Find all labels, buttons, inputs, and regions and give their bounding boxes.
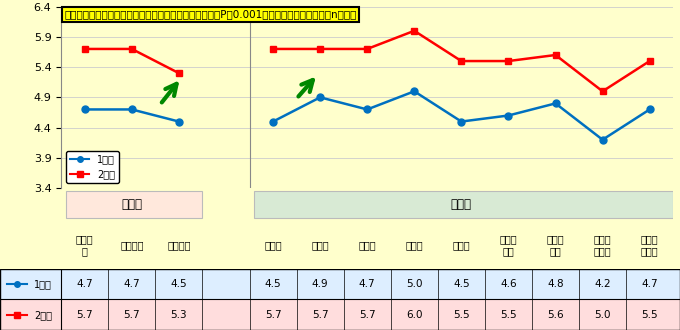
Text: 4.6: 4.6 [500, 279, 517, 289]
Text: 5.6: 5.6 [547, 310, 564, 320]
Text: 計画力: 計画力 [265, 240, 282, 250]
Text: 4.5: 4.5 [265, 279, 282, 289]
Text: 4.5: 4.5 [453, 279, 470, 289]
Text: 事前値と事後値の比較においてに全ての評価値においてP＜0.001で有意差が認められた．n＝４７: 事前値と事後値の比較においてに全ての評価値においてP＜0.001で有意差が認めら… [64, 9, 356, 19]
Text: 5.7: 5.7 [265, 310, 282, 320]
Text: 4.7: 4.7 [76, 279, 93, 289]
Text: 5.7: 5.7 [124, 310, 140, 320]
Text: 大分類: 大分類 [121, 198, 142, 211]
Text: 考える力: 考える力 [167, 240, 190, 250]
Legend: 1回目, 2回目: 1回目, 2回目 [66, 150, 119, 183]
Text: 5.5: 5.5 [500, 310, 517, 320]
Text: 5.7: 5.7 [312, 310, 328, 320]
Text: 1回目: 1回目 [34, 279, 52, 289]
Text: 論理的
思考力: 論理的 思考力 [641, 234, 658, 256]
Text: 5.3: 5.3 [171, 310, 187, 320]
Text: 創造的
思考力: 創造的 思考力 [594, 234, 611, 256]
Text: 状況把
握力: 状況把 握力 [500, 234, 517, 256]
Text: 6.0: 6.0 [406, 310, 422, 320]
Text: 5.0: 5.0 [594, 310, 611, 320]
Text: 5.7: 5.7 [359, 310, 375, 320]
Bar [0, 300, 680, 330]
Text: 課題発
見力: 課題発 見力 [547, 234, 564, 256]
Text: 2回目: 2回目 [34, 310, 52, 320]
Text: 5.5: 5.5 [453, 310, 470, 320]
Text: 5.5: 5.5 [641, 310, 658, 320]
Text: 5.7: 5.7 [76, 310, 93, 320]
Bar [0, 269, 680, 300]
Text: 進める
力: 進める 力 [76, 234, 94, 256]
Text: 実行力: 実行力 [311, 240, 329, 250]
Text: 5.0: 5.0 [406, 279, 422, 289]
Text: 傾聴力: 傾聴力 [405, 240, 423, 250]
Text: 発信力: 発信力 [453, 240, 470, 250]
Text: 4.7: 4.7 [359, 279, 375, 289]
Text: 4.9: 4.9 [312, 279, 328, 289]
Text: 4.2: 4.2 [594, 279, 611, 289]
Text: 4.8: 4.8 [547, 279, 564, 289]
Bar [66, 191, 203, 218]
Bar [254, 191, 673, 218]
Text: 中分類: 中分類 [451, 198, 472, 211]
Text: 管理力: 管理力 [358, 240, 376, 250]
Text: 4.7: 4.7 [641, 279, 658, 289]
Text: 4.7: 4.7 [124, 279, 140, 289]
Text: 4.5: 4.5 [171, 279, 187, 289]
Text: 伝える力: 伝える力 [120, 240, 143, 250]
